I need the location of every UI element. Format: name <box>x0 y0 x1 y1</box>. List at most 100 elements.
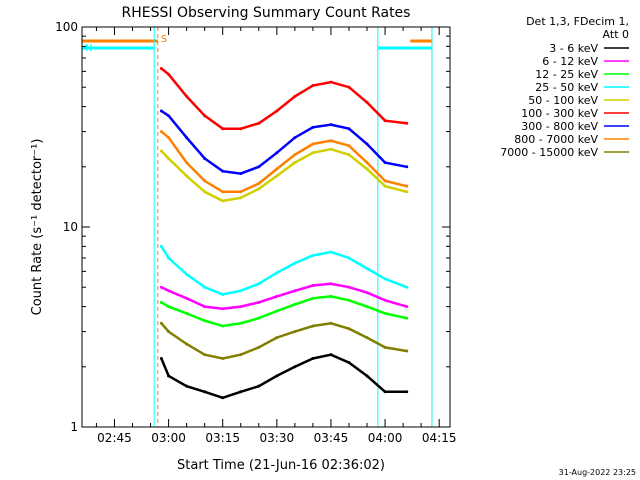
series-line-8 <box>160 322 407 360</box>
series-line-1 <box>160 282 408 311</box>
series-lines <box>159 67 409 400</box>
series-point <box>159 357 163 361</box>
series-point <box>275 294 279 298</box>
series-point <box>203 353 207 357</box>
legend-label: 25 - 50 keV <box>535 81 598 94</box>
series-point <box>167 330 171 334</box>
series-point <box>185 296 189 300</box>
series-point <box>311 125 315 129</box>
series-point <box>221 127 225 131</box>
series-line-3 <box>160 245 408 296</box>
series-point <box>185 136 189 140</box>
x-tick-label: 03:00 <box>151 431 186 445</box>
series-point <box>275 151 279 155</box>
series-point <box>257 182 261 186</box>
state-label-s: S <box>161 34 167 45</box>
series-point <box>347 153 351 157</box>
axis-ticks: 02:45 03:00 03:15 03:30 03:45 04:00 04:15 1 10 10… <box>55 20 456 445</box>
series-point <box>311 254 315 258</box>
series-point <box>167 157 171 161</box>
series-point <box>311 357 315 361</box>
series-point <box>275 271 279 275</box>
series-point <box>405 190 409 194</box>
series-point <box>167 114 171 118</box>
x-tick-label: 03:15 <box>205 431 240 445</box>
x-axis-label: Start Time (21-Jun-16 02:36:02) <box>177 458 385 473</box>
series-point <box>275 174 279 178</box>
series-point <box>257 316 261 320</box>
series-point <box>347 361 351 365</box>
series-point <box>185 272 189 276</box>
series-point <box>293 302 297 306</box>
series-point <box>383 184 387 188</box>
series-point <box>383 345 387 349</box>
series-point <box>203 114 207 118</box>
series-point <box>159 300 163 304</box>
series-point <box>405 390 409 394</box>
series-point <box>203 390 207 394</box>
series-point <box>257 345 261 349</box>
series-point <box>365 100 369 104</box>
series-point <box>311 296 315 300</box>
series-point <box>221 199 225 203</box>
series-point <box>203 305 207 309</box>
legend-label: 7000 - 15000 keV <box>500 146 598 159</box>
series-point <box>329 123 333 127</box>
series-point <box>221 292 225 296</box>
series-point <box>293 289 297 293</box>
series-point <box>383 298 387 302</box>
series-point <box>159 321 163 325</box>
series-point <box>257 384 261 388</box>
series-point <box>239 172 243 176</box>
series-point <box>347 327 351 331</box>
x-tick-label: 02:45 <box>97 431 132 445</box>
series-point <box>329 139 333 143</box>
y-tick-label: 10 <box>63 220 78 234</box>
x-tick-label: 04:00 <box>368 431 403 445</box>
chart-title: RHESSI Observing Summary Count Rates <box>122 5 411 21</box>
series-point <box>347 144 351 148</box>
x-tick-label: 03:45 <box>314 431 349 445</box>
series-point <box>239 190 243 194</box>
series-point <box>185 174 189 178</box>
series-point <box>405 121 409 125</box>
series-point <box>347 127 351 131</box>
series-point <box>275 336 279 340</box>
x-tick-label: 04:15 <box>422 431 457 445</box>
x-tick-label: 03:30 <box>260 431 295 445</box>
series-point <box>365 161 369 165</box>
series-point <box>203 319 207 323</box>
series-point <box>405 165 409 169</box>
series-point <box>405 184 409 188</box>
series-point <box>159 130 163 134</box>
series-point <box>293 94 297 98</box>
series-point <box>383 277 387 281</box>
series-point <box>167 72 171 76</box>
series-point <box>347 298 351 302</box>
series-point <box>347 285 351 289</box>
series-point <box>329 353 333 357</box>
series-point <box>383 161 387 165</box>
series-point <box>239 196 243 200</box>
series-point <box>221 307 225 311</box>
series-point <box>311 142 315 146</box>
series-point <box>383 179 387 183</box>
series-point <box>185 384 189 388</box>
series-point <box>159 285 163 289</box>
series-point <box>257 121 261 125</box>
series-point <box>293 261 297 265</box>
series-point <box>293 136 297 140</box>
series-point <box>365 267 369 271</box>
series-point <box>293 330 297 334</box>
state-label-n: N <box>85 43 92 54</box>
series-point <box>185 161 189 165</box>
plot-timestamp: 31-Aug-2022 23:25 <box>559 468 636 477</box>
series-point <box>329 147 333 151</box>
series-point <box>167 289 171 293</box>
series-point <box>159 149 163 153</box>
legend-label: 800 - 7000 keV <box>514 133 598 146</box>
y-axis-label: Count Rate (s⁻¹ detector⁻¹) <box>30 139 45 316</box>
series-point <box>329 294 333 298</box>
series-point <box>365 374 369 378</box>
